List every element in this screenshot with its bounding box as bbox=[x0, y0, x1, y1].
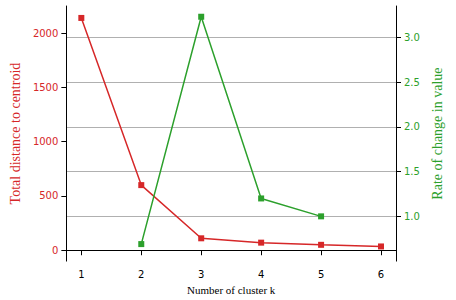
svg-text:Rate of change in value: Rate of change in value bbox=[430, 67, 445, 199]
svg-text:2.0: 2.0 bbox=[404, 121, 420, 132]
svg-text:2000: 2000 bbox=[33, 28, 58, 39]
svg-text:0: 0 bbox=[52, 245, 58, 256]
svg-text:5: 5 bbox=[318, 269, 324, 280]
svg-text:1: 1 bbox=[78, 269, 84, 280]
svg-text:3.0: 3.0 bbox=[404, 32, 420, 43]
svg-text:500: 500 bbox=[39, 190, 58, 201]
svg-text:Number of cluster k: Number of cluster k bbox=[187, 284, 276, 296]
svg-text:3: 3 bbox=[198, 269, 204, 280]
svg-text:2: 2 bbox=[138, 269, 144, 280]
svg-text:1500: 1500 bbox=[33, 82, 58, 93]
svg-text:4: 4 bbox=[258, 269, 264, 280]
svg-text:1.0: 1.0 bbox=[404, 211, 420, 222]
svg-text:6: 6 bbox=[378, 269, 384, 280]
svg-text:1.5: 1.5 bbox=[404, 166, 420, 177]
svg-text:1000: 1000 bbox=[33, 136, 58, 147]
svg-text:Total distance to centroid: Total distance to centroid bbox=[8, 63, 23, 205]
svg-text:2.5: 2.5 bbox=[404, 77, 420, 88]
